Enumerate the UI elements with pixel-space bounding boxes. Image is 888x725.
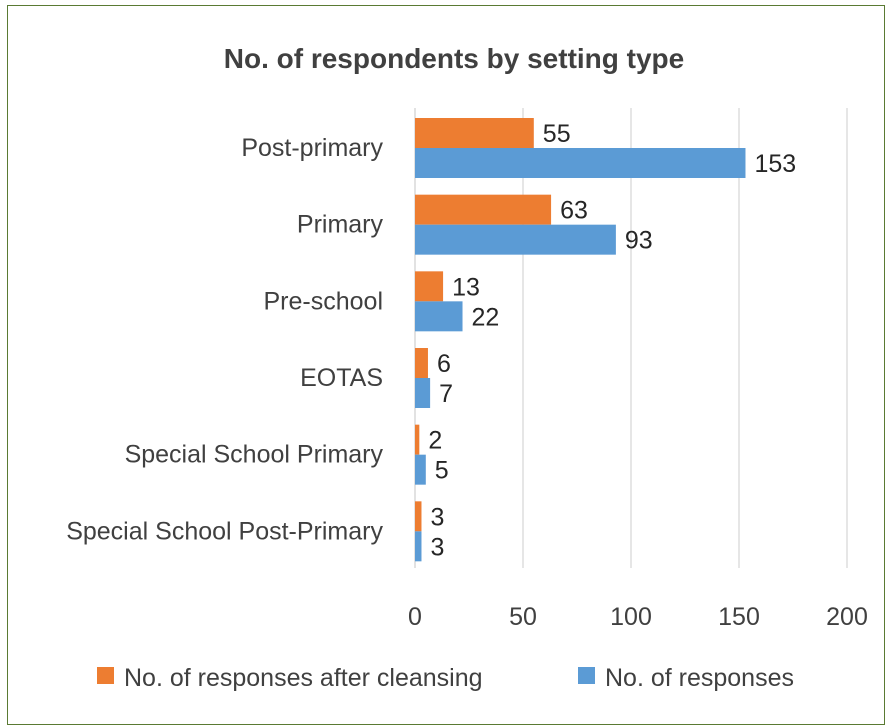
category-label: EOTAS	[300, 364, 383, 392]
category-label: Special School Post-Primary	[66, 517, 383, 545]
data-label: 22	[472, 303, 500, 331]
category-labels: Post-primary Primary Pre-school EOTAS Specia…	[66, 134, 383, 545]
bar-responses	[415, 378, 431, 408]
bar-after-cleansing	[415, 194, 552, 225]
legend: No. of responses after cleansing No. of …	[97, 664, 794, 692]
data-label: 153	[754, 150, 796, 178]
data-label: 55	[543, 120, 571, 148]
data-label: 3	[430, 533, 444, 561]
category-label: Post-primary	[241, 134, 383, 162]
data-label: 7	[439, 380, 453, 408]
bar-responses	[415, 148, 746, 178]
x-tick-label: 150	[718, 603, 760, 631]
chart-title: No. of respondents by setting type	[224, 43, 684, 74]
legend-item-series-0: No. of responses after cleansing	[97, 664, 483, 692]
data-label: 63	[560, 197, 588, 225]
bar-after-cleansing	[415, 424, 420, 455]
data-label: 13	[452, 273, 480, 301]
legend-label-after-cleansing: No. of responses after cleansing	[124, 664, 483, 692]
data-label: 3	[430, 503, 444, 531]
category-label: Pre-school	[264, 287, 384, 315]
category-label: Special School Primary	[125, 441, 384, 469]
bar-after-cleansing	[415, 118, 534, 148]
grid-lines	[414, 108, 848, 568]
bars	[415, 118, 746, 562]
category-label: Primary	[297, 211, 384, 239]
x-axis-tick-labels: 0 50 100 150 200	[408, 603, 868, 631]
legend-swatch-responses	[578, 667, 595, 684]
legend-swatch-after-cleansing	[97, 667, 114, 684]
x-tick-label: 100	[610, 603, 652, 631]
legend-label-responses: No. of responses	[605, 664, 794, 692]
bar-after-cleansing	[415, 501, 422, 532]
bar-after-cleansing	[415, 271, 444, 302]
data-label: 2	[428, 427, 442, 455]
x-tick-label: 50	[509, 603, 537, 631]
bar-responses	[415, 224, 616, 255]
bar-responses	[415, 531, 422, 562]
bar-after-cleansing	[415, 348, 428, 378]
bar-responses	[415, 454, 426, 485]
data-label: 93	[625, 227, 653, 255]
legend-item-series-1: No. of responses	[578, 664, 794, 692]
data-label: 6	[437, 350, 451, 378]
bar-responses	[415, 301, 463, 332]
data-label: 5	[435, 457, 449, 485]
x-tick-label: 0	[408, 603, 422, 631]
x-tick-label: 200	[826, 603, 868, 631]
